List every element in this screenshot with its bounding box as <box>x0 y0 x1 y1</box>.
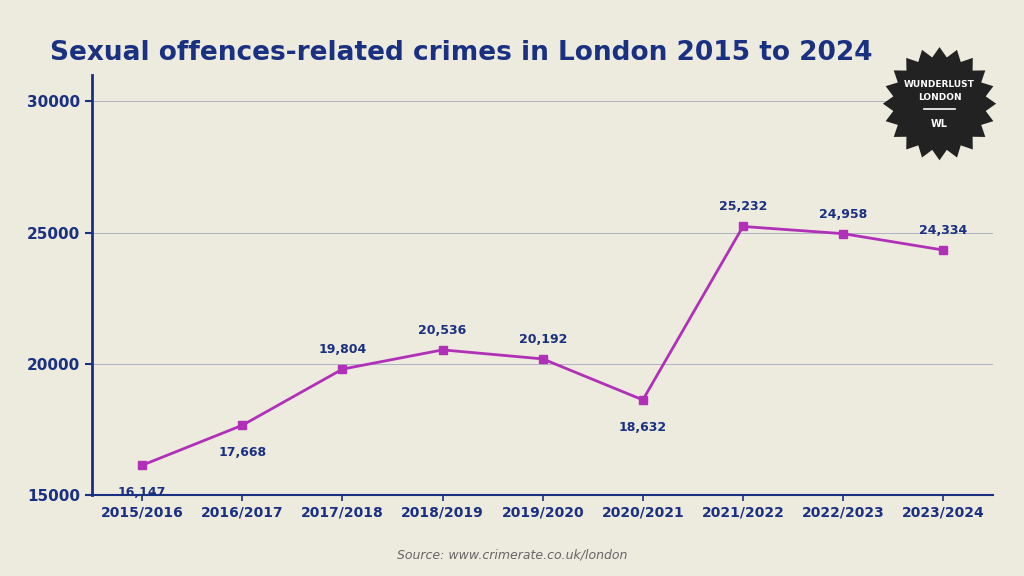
Text: 18,632: 18,632 <box>618 421 667 434</box>
Text: 24,958: 24,958 <box>819 207 867 221</box>
Text: 16,147: 16,147 <box>118 486 167 499</box>
Text: Source: www.crimerate.co.uk/london: Source: www.crimerate.co.uk/london <box>397 548 627 562</box>
Text: LONDON: LONDON <box>918 93 962 103</box>
Text: 20,536: 20,536 <box>419 324 467 337</box>
Text: 24,334: 24,334 <box>920 224 968 237</box>
Text: 20,192: 20,192 <box>518 333 567 346</box>
Text: WL: WL <box>931 119 948 130</box>
Text: 19,804: 19,804 <box>318 343 367 356</box>
Text: 25,232: 25,232 <box>719 200 767 213</box>
Circle shape <box>894 58 985 149</box>
Text: WUNDERLUST: WUNDERLUST <box>904 81 975 89</box>
Text: Sexual offences-related crimes in London 2015 to 2024: Sexual offences-related crimes in London… <box>49 40 872 66</box>
Text: 17,668: 17,668 <box>218 446 266 459</box>
Polygon shape <box>883 47 996 160</box>
